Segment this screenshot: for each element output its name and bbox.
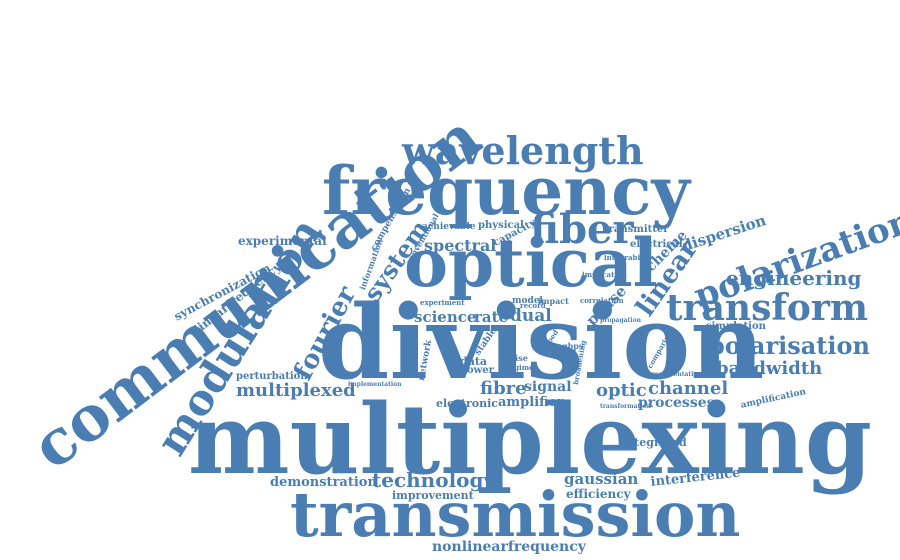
word-fiber: fiber: [530, 206, 634, 253]
word-spectral: spectral: [424, 236, 497, 255]
word-transmitter: transmitter: [604, 224, 669, 235]
word-transmission: transmission: [290, 478, 741, 551]
word-frequency: frequency: [322, 152, 690, 230]
word-model: model: [512, 296, 543, 306]
word-dual: dual: [510, 306, 552, 326]
word-record: record: [520, 301, 546, 310]
word-optical: optical: [404, 224, 658, 302]
word-physical: physical: [478, 220, 524, 231]
word-implementation: implementation: [348, 381, 402, 388]
word-integrability: integrability: [604, 253, 653, 262]
word-demonstration: demonstration: [270, 475, 377, 490]
word-noise: noise: [504, 353, 528, 363]
word-achievable: achievable: [422, 222, 476, 232]
word-transformation: transformation: [600, 403, 651, 410]
word-regime: regime: [506, 363, 534, 372]
word-experimental: experimental: [238, 234, 327, 248]
word-experiment: experiment: [420, 298, 465, 307]
word-implication: implication: [582, 270, 627, 279]
word-amplifier: amplifier: [498, 395, 564, 410]
word-efficiency: efficiency: [566, 487, 631, 501]
word-polarisation: polarisation: [708, 331, 870, 360]
word-optic: optic: [596, 380, 647, 401]
word-wavelength: wavelength: [402, 128, 644, 173]
word-fibre: fibre: [480, 378, 527, 399]
word-bandwidth: bandwidth: [716, 358, 823, 379]
word-gbps: gbps: [562, 341, 584, 351]
word-gaussian: gaussian: [564, 470, 639, 488]
word-engineering: engineering: [726, 266, 862, 290]
word-electrical: electrical: [630, 239, 683, 250]
word-propagation: propagation: [600, 317, 641, 324]
word-integrated: integrated: [622, 436, 687, 449]
word-electronic: electronic: [436, 397, 498, 410]
word-technology: technology: [372, 468, 496, 492]
word-multiplexed: multiplexed: [236, 380, 356, 401]
word-simulation: simulation: [706, 321, 766, 332]
word-perturbation: perturbation: [236, 371, 308, 382]
word-transform: transform: [666, 287, 868, 329]
word-channel: channel: [648, 378, 729, 399]
word-correlation: correlation: [580, 296, 624, 305]
word-nonlinearfrequency: nonlinearfrequency: [432, 539, 586, 555]
word-multiplexing: multiplexing: [188, 383, 872, 496]
word-improvement: improvement: [392, 489, 474, 502]
word-dispersion: dispersion: [679, 211, 769, 256]
word-data: data: [460, 355, 488, 368]
word-impact: impact: [538, 296, 569, 306]
word-rate: rate: [474, 308, 509, 326]
word-power: power: [460, 365, 494, 376]
word-signal: signal: [524, 379, 572, 395]
word-science: science: [414, 308, 477, 326]
word-processes: processes: [638, 395, 715, 411]
word-division: division: [318, 283, 765, 403]
word-representative: representative: [652, 371, 701, 378]
